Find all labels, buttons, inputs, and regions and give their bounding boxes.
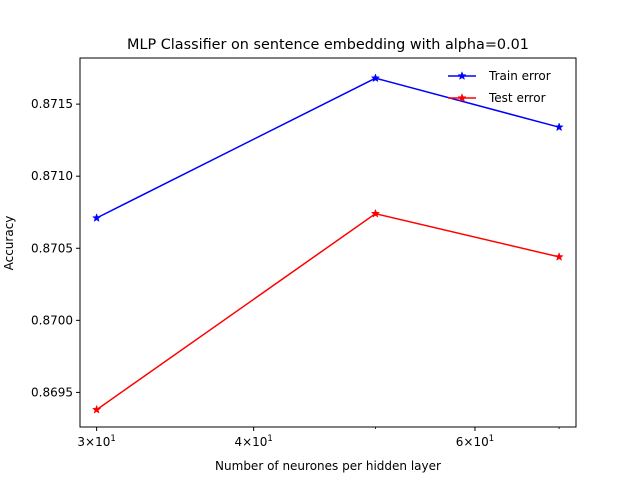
legend-marker — [457, 93, 467, 102]
legend-marker — [457, 71, 467, 80]
y-tick-label: 0.8710 — [31, 169, 73, 183]
y-tick-label: 0.8715 — [31, 97, 73, 111]
x-axis-title: Number of neurones per hidden layer — [215, 459, 441, 473]
x-tick-label-base: 4×10 — [234, 435, 267, 449]
x-tick-label-exponent: 1 — [267, 434, 272, 444]
x-tick-label-base: 3×10 — [77, 435, 110, 449]
x-tick-label: 3×101 — [77, 434, 115, 449]
data-point-marker — [91, 404, 102, 414]
legend-label: Train error — [488, 69, 551, 83]
chart-title: MLP Classifier on sentence embedding wit… — [127, 37, 529, 53]
x-tick-label-exponent: 1 — [489, 434, 494, 444]
y-tick-label: 0.8695 — [31, 385, 73, 399]
data-point-marker — [91, 213, 102, 222]
data-point-marker — [370, 208, 381, 218]
plot-frame — [79, 57, 577, 428]
x-tick-label-base: 6×10 — [456, 435, 489, 449]
x-tick-label: 4×101 — [234, 434, 272, 449]
x-tick-label: 6×101 — [456, 434, 494, 449]
data-point-marker — [370, 73, 381, 83]
y-tick-label: 0.8700 — [31, 313, 73, 327]
data-point-marker — [554, 251, 564, 261]
data-point-marker — [554, 122, 564, 132]
y-axis-title: Accuracy — [2, 216, 16, 271]
y-tick-label: 0.8705 — [31, 241, 73, 255]
x-tick-label-exponent: 1 — [110, 434, 115, 444]
legend: Train error Test error — [448, 69, 551, 105]
legend-label: Test error — [488, 91, 546, 105]
